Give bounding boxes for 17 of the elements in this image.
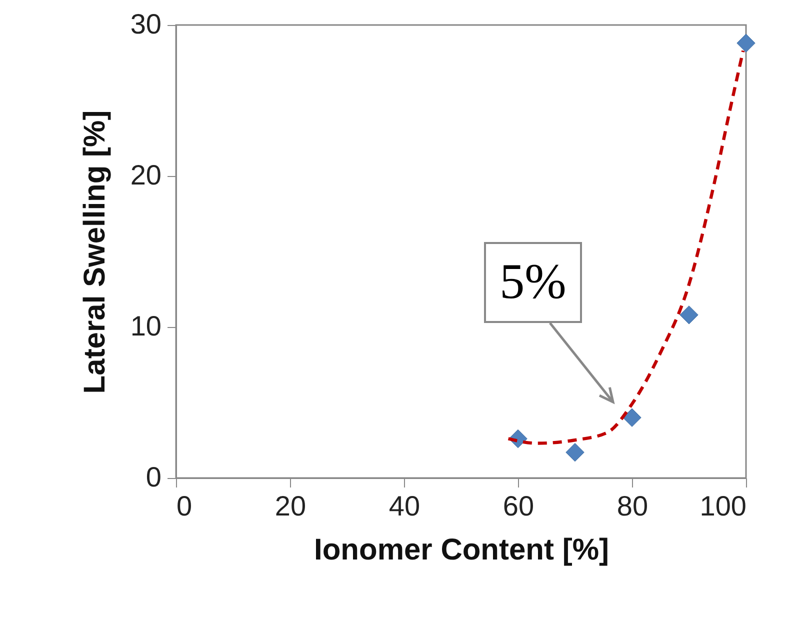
x-tick-label: 0 [176, 490, 192, 522]
y-axis-title: Lateral Swelling [%] [78, 110, 112, 394]
point [736, 34, 756, 52]
x-tick-label: 60 [502, 490, 534, 522]
y-tick-label: 10 [130, 310, 162, 342]
y-tick-label: 30 [130, 8, 162, 40]
x-tick-label: 20 [274, 490, 306, 522]
point [680, 306, 698, 324]
annotation: 5% [500, 253, 566, 309]
x-tick-label: 80 [616, 490, 648, 522]
x-tick-label: 100 [700, 490, 746, 522]
x-tick-label: 40 [388, 490, 420, 522]
x-axis-title: Ionomer Content [%] [314, 534, 609, 566]
y-tick-label: 20 [130, 160, 162, 190]
point [622, 408, 642, 427]
y-tick-label: 0 [146, 462, 162, 492]
point [566, 442, 584, 462]
